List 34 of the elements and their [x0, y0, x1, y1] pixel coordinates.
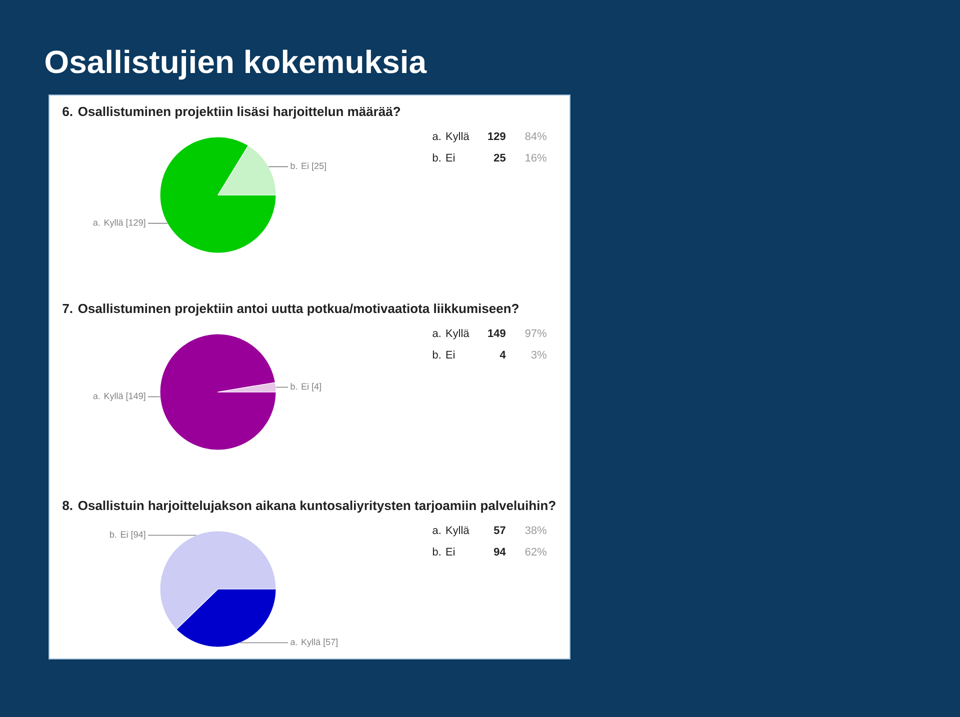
text: 62% [525, 548, 546, 556]
slice-label: b. Ei [110, 531, 128, 538]
data-label: [57] [324, 638, 338, 647]
data-label: [129] [126, 219, 146, 228]
text: 3% [531, 350, 546, 359]
text: 57 [494, 526, 506, 534]
data-label: [4] [312, 383, 321, 392]
category-label: b. Ei [432, 154, 455, 162]
text: 4 [500, 350, 506, 358]
data-label: [94] [131, 531, 146, 540]
category-label: b. Ei [432, 350, 455, 359]
category-label: a. Kyllä [432, 526, 470, 536]
text: 97% [525, 329, 546, 338]
slice-label: b. Ei [290, 383, 308, 390]
text: 94 [494, 548, 506, 556]
text: 25 [494, 154, 506, 162]
slice-label: b. Ei [290, 162, 308, 170]
category-label: a. Kyllä [432, 329, 470, 340]
data-label: [25] [312, 162, 326, 171]
slice-label: a. Kyllä [93, 392, 124, 401]
slice-label: a. Kyllä [93, 219, 124, 228]
text: Osallistujien kokemuksia [46, 50, 427, 80]
slice-label: a. Kyllä [290, 638, 321, 647]
data-label: [149] [126, 392, 146, 401]
category-label: b. Ei [432, 548, 455, 556]
category-label: a. Kyllä [432, 132, 470, 142]
text: 84% [525, 132, 546, 140]
text: 149 [488, 329, 506, 338]
text: 38% [525, 526, 546, 534]
chart-title: 7. Osallistuminen projektiin antoi uutta potkua/motivaatiota liikkumiseen? [62, 304, 518, 316]
chart-title: 8. Osallistuin harjoittelujakson aikana kuntosaliyritysten tarjoamiin palveluihin? [62, 500, 556, 513]
chart-title: 6. Osallistuminen projektiin lisäsi harjoittelun määrää? [62, 106, 400, 119]
text: 16% [526, 154, 546, 162]
text: 129 [488, 132, 506, 140]
